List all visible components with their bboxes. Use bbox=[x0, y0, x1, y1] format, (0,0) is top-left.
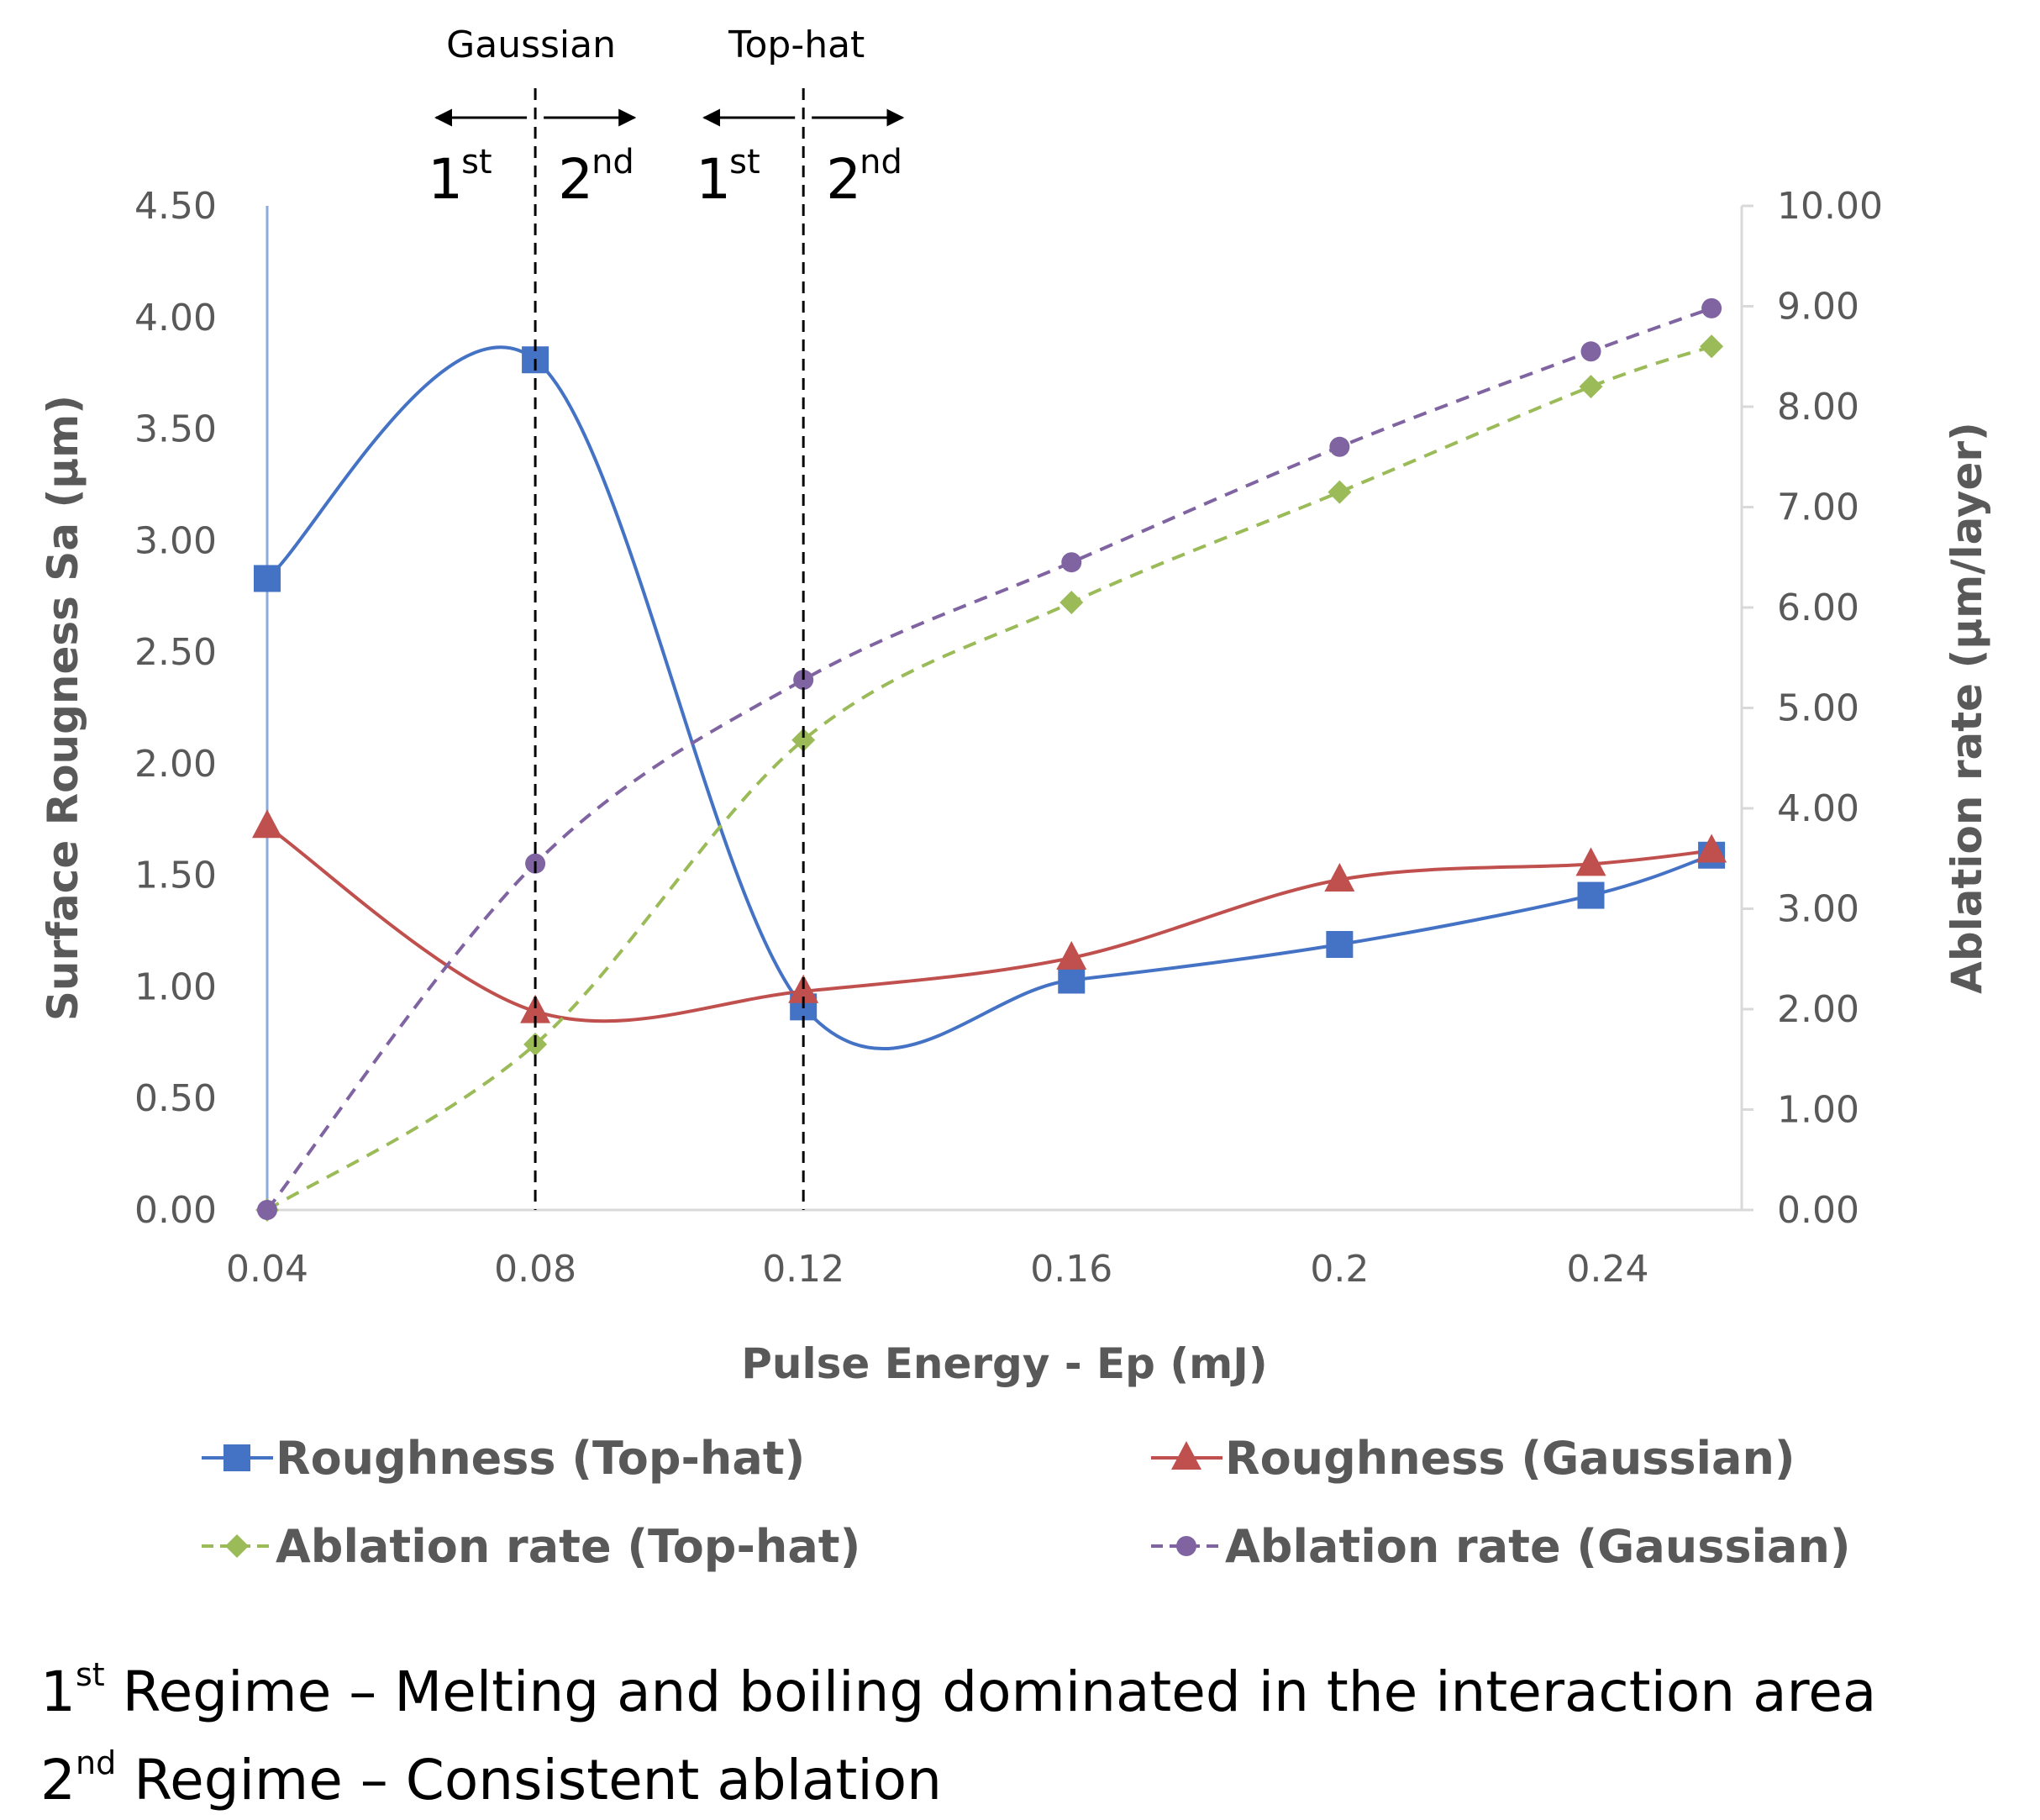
data-point-s2-5 bbox=[1324, 862, 1355, 892]
series-line-1 bbox=[266, 345, 1712, 1050]
data-point-s1-5 bbox=[1326, 930, 1354, 958]
data-point-s4-1 bbox=[257, 1200, 277, 1220]
x-tick-label: 0.12 bbox=[762, 1248, 844, 1291]
y-left-tick-label: 1.00 bbox=[134, 965, 217, 1008]
data-point-s4-6 bbox=[1580, 341, 1601, 362]
gaussian-first-sup: st bbox=[461, 143, 492, 181]
tophat-label: Top-hat bbox=[728, 24, 865, 66]
x-tick-label: 0.08 bbox=[494, 1248, 576, 1291]
y-right-tick-label: 8.00 bbox=[1777, 386, 1859, 429]
y-right-tick-label: 7.00 bbox=[1777, 487, 1859, 529]
footnote-regime-2: 2nd Regime – Consistent ablation bbox=[40, 1747, 942, 1812]
y-left-tick-label: 3.00 bbox=[134, 519, 217, 562]
footnote-1-num: 1 bbox=[40, 1660, 76, 1724]
y-left-axis-title: Surface Rougness Sa (µm) bbox=[39, 395, 87, 1021]
data-point-s2-7 bbox=[1696, 834, 1727, 863]
y-right-tick-label: 0.00 bbox=[1777, 1189, 1859, 1232]
y-right-tick-label: 9.00 bbox=[1777, 286, 1859, 329]
gaussian-label: Gaussian bbox=[446, 24, 616, 66]
data-point-s4-4 bbox=[1061, 552, 1082, 573]
y-right-tick-label: 10.00 bbox=[1777, 185, 1883, 228]
data-point-s3-3 bbox=[791, 728, 816, 752]
footnote-2-text: Regime – Consistent ablation bbox=[116, 1748, 942, 1812]
y-right-tick-label: 6.00 bbox=[1777, 587, 1859, 629]
y-left-tick-label: 1.50 bbox=[134, 855, 217, 897]
x-tick-label: 0.24 bbox=[1566, 1248, 1648, 1291]
tophat-second-num: 2 bbox=[826, 147, 861, 212]
data-point-s2-4 bbox=[1056, 940, 1087, 970]
footnote-2-sup: nd bbox=[76, 1744, 117, 1781]
legend-marker-2 bbox=[1171, 1441, 1201, 1470]
data-point-s4-3 bbox=[793, 670, 814, 691]
footnote-2-num: 2 bbox=[40, 1748, 76, 1812]
y-left-tick-label: 0.50 bbox=[134, 1077, 217, 1120]
y-right-tick-label: 3.00 bbox=[1777, 888, 1859, 931]
y-right-tick-label: 5.00 bbox=[1777, 687, 1859, 730]
x-tick-label: 0.04 bbox=[226, 1248, 308, 1291]
gaussian-second-num: 2 bbox=[558, 147, 593, 212]
data-point-s1-6 bbox=[1577, 881, 1605, 909]
data-point-s2-2 bbox=[520, 994, 551, 1023]
y-left-tick-label: 3.50 bbox=[134, 408, 217, 451]
series-line-4 bbox=[266, 307, 1712, 1212]
legend-label-1: Roughness (Top-hat) bbox=[276, 1432, 805, 1485]
footnote-1-text: Regime – Melting and boiling dominated i… bbox=[104, 1660, 1877, 1724]
y-left-tick-label: 4.50 bbox=[134, 185, 217, 228]
y-right-tick-label: 1.00 bbox=[1777, 1089, 1859, 1132]
data-point-s2-6 bbox=[1575, 847, 1606, 876]
data-point-s3-5 bbox=[1328, 480, 1352, 504]
legend-marker-3 bbox=[225, 1534, 249, 1558]
chart: 0.00 0.50 1.00 1.50 2.00 2.50 3.00 3.50 4.00 4.50… bbox=[39, 24, 1991, 1573]
tophat-second-sup: nd bbox=[860, 143, 902, 181]
y-left-tick-label: 2.50 bbox=[134, 631, 217, 674]
legend-label-3: Ablation rate (Top-hat) bbox=[276, 1520, 860, 1573]
series-line-2 bbox=[266, 824, 1712, 1023]
legend-label-4: Ablation rate (Gaussian) bbox=[1225, 1520, 1851, 1573]
data-point-s4-7 bbox=[1701, 297, 1722, 318]
y-right-axis-title: Ablation rate (µm/layer) bbox=[1943, 422, 1991, 994]
data-point-s3-4 bbox=[1059, 591, 1084, 615]
tophat-first-sup: st bbox=[729, 143, 760, 181]
y-left-tick-label: 4.00 bbox=[134, 297, 217, 339]
series-line-3 bbox=[266, 345, 1712, 1212]
x-tick-label: 0.2 bbox=[1310, 1248, 1369, 1291]
data-point-s3-7 bbox=[1700, 334, 1724, 359]
y-right-tick-label: 4.00 bbox=[1777, 787, 1859, 830]
gaussian-second-sup: nd bbox=[591, 143, 634, 181]
footnote-regime-1: 1st Regime – Melting and boiling dominat… bbox=[40, 1659, 1877, 1724]
x-tick-label: 0.16 bbox=[1030, 1248, 1112, 1291]
legend-marker-1 bbox=[223, 1444, 250, 1471]
data-point-s2-1 bbox=[252, 809, 282, 839]
y-left-tick-label: 0.00 bbox=[134, 1189, 217, 1232]
data-point-s3-6 bbox=[1579, 375, 1603, 399]
y-right-tick-label: 2.00 bbox=[1777, 988, 1859, 1031]
footnote-1-sup: st bbox=[76, 1656, 105, 1693]
tophat-first-num: 1 bbox=[696, 147, 731, 212]
data-point-s1-1 bbox=[254, 565, 281, 592]
data-point-s1-4 bbox=[1058, 966, 1086, 994]
y-left-tick-label: 2.00 bbox=[134, 743, 217, 786]
x-axis-title: Pulse Energy - Ep (mJ) bbox=[741, 1339, 1268, 1388]
legend-marker-4 bbox=[1176, 1536, 1196, 1556]
gaussian-first-num: 1 bbox=[428, 147, 463, 212]
legend-label-2: Roughness (Gaussian) bbox=[1225, 1432, 1796, 1485]
data-point-s4-5 bbox=[1329, 436, 1350, 457]
